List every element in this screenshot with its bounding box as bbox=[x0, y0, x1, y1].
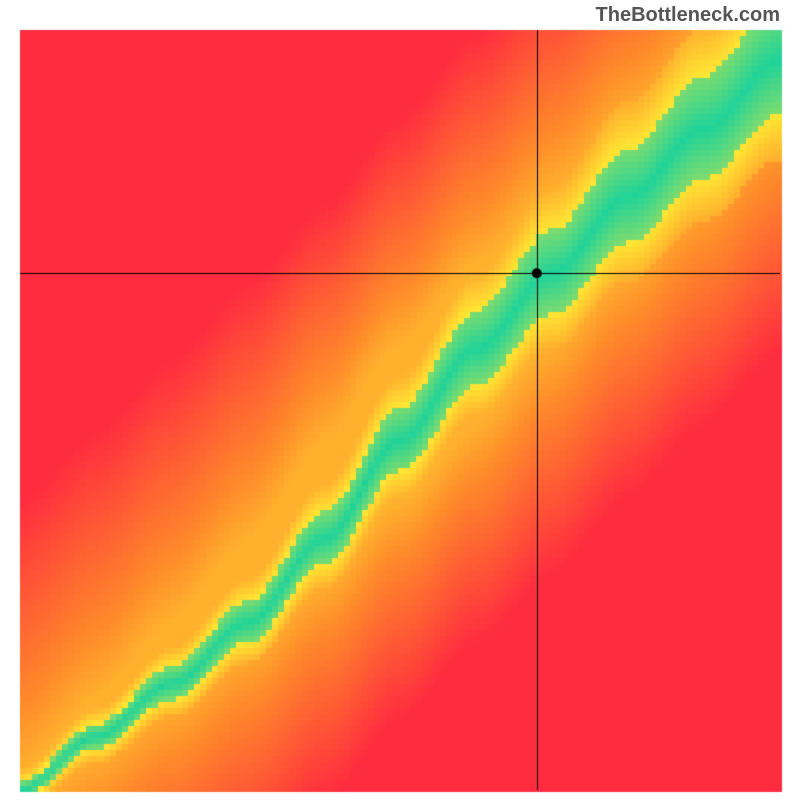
chart-container: TheBottleneck.com bbox=[0, 0, 800, 800]
bottleneck-heatmap bbox=[0, 0, 800, 800]
attribution-text: TheBottleneck.com bbox=[596, 4, 780, 27]
